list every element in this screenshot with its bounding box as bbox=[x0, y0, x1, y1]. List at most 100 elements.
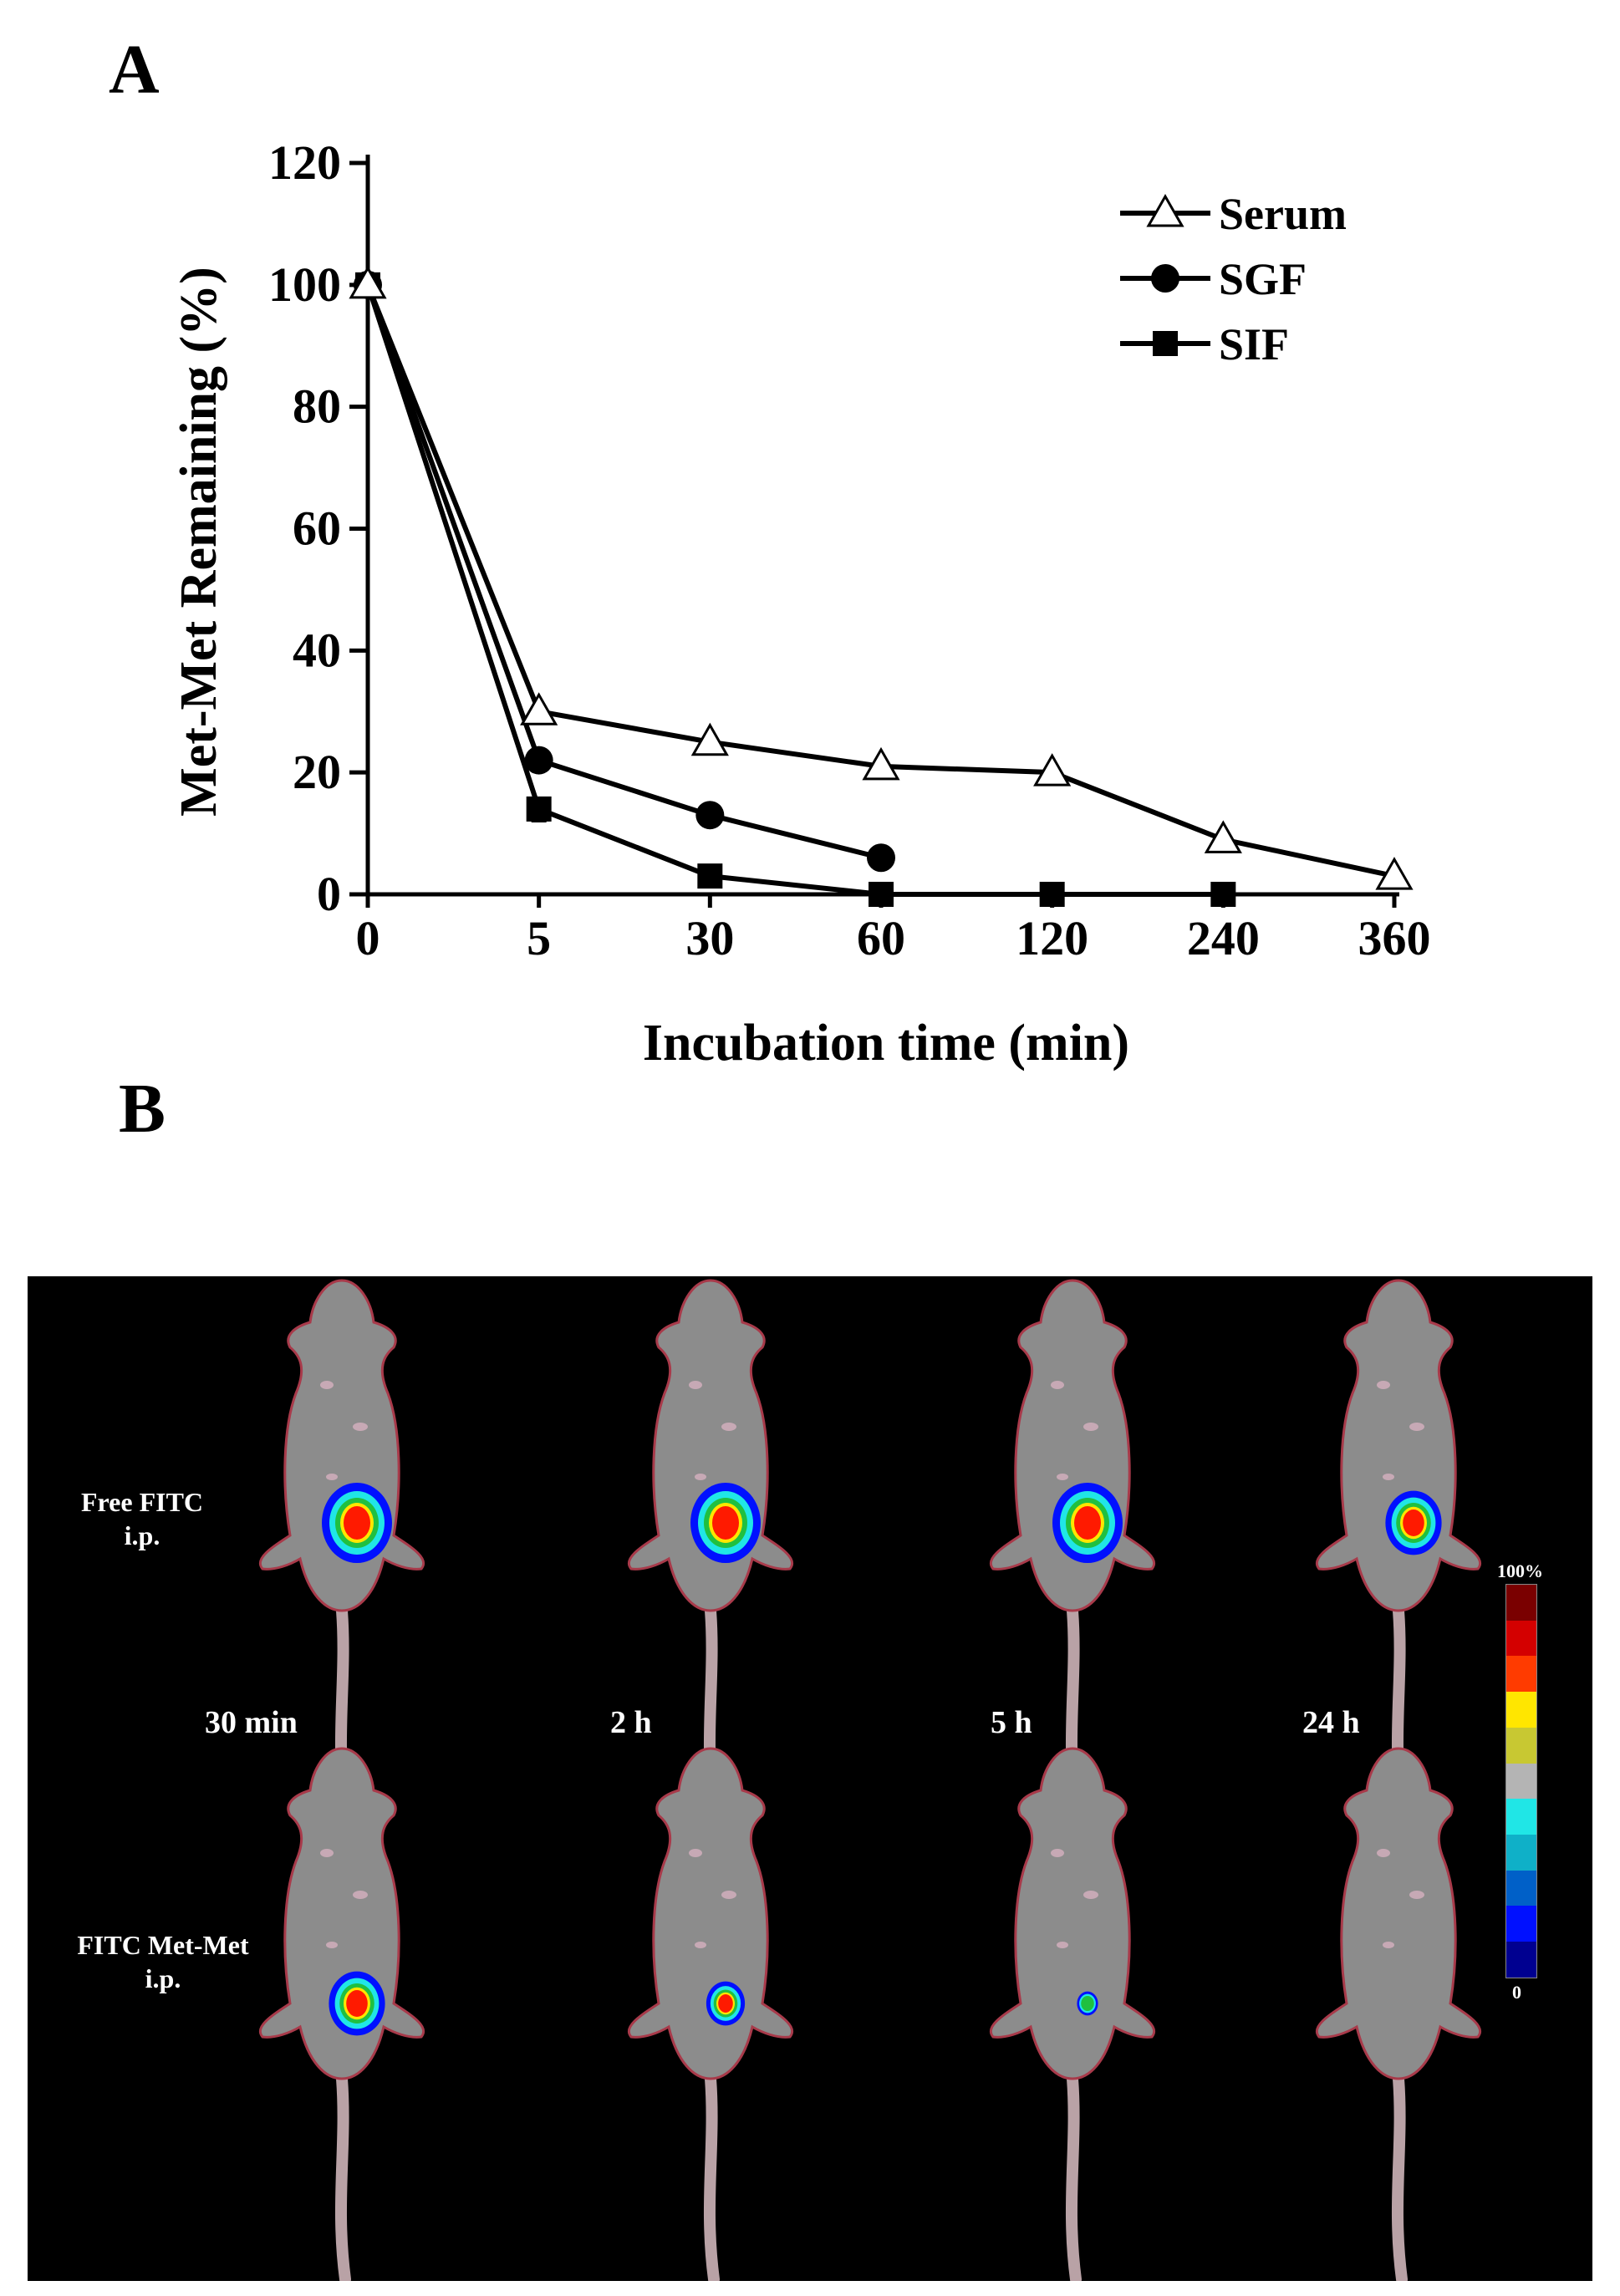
signal-green bbox=[1081, 1996, 1094, 2011]
row-label-free-fitc-line1: Free FITC bbox=[80, 1487, 204, 1517]
mouse-spot bbox=[1377, 1849, 1390, 1857]
time-label-24h: 24 h bbox=[1302, 1705, 1360, 1740]
colorbar-segment bbox=[1506, 1727, 1536, 1764]
point-sif bbox=[1039, 882, 1065, 907]
mouse-spot bbox=[695, 1474, 706, 1480]
time-label-2h: 2 h bbox=[610, 1705, 652, 1740]
y-tick-label: 40 bbox=[293, 623, 341, 677]
mouse-body bbox=[989, 1279, 1156, 1612]
mice-images bbox=[258, 1279, 1482, 2281]
mouse-1-4 bbox=[1315, 1279, 1482, 1817]
legend-label-serum: Serum bbox=[1219, 189, 1347, 239]
y-tick-label: 100 bbox=[268, 257, 341, 312]
legend-label-sif: SIF bbox=[1219, 319, 1289, 369]
mouse-spot bbox=[1057, 1474, 1068, 1480]
y-tick-label: 80 bbox=[293, 379, 341, 434]
y-axis-title: Met-Met Remaining (%) bbox=[171, 267, 227, 817]
mouse-2-3 bbox=[989, 1747, 1156, 2281]
signal-red bbox=[344, 1506, 370, 1540]
signal-red bbox=[718, 1994, 733, 2013]
fluorescence-imaging-panel: Free FITC i.p. FITC Met-Met i.p. 30 min … bbox=[28, 1276, 1592, 2281]
legend-marker-sif bbox=[1153, 331, 1178, 356]
x-tick-label: 120 bbox=[1016, 911, 1088, 965]
mouse-spot bbox=[353, 1891, 368, 1899]
point-serum bbox=[1033, 753, 1072, 787]
y-tick-label: 0 bbox=[317, 867, 341, 921]
mouse-spot bbox=[1083, 1891, 1098, 1899]
mouse-1-2 bbox=[627, 1279, 794, 1817]
point-sif bbox=[1210, 882, 1236, 907]
series-layer bbox=[349, 265, 1414, 907]
axes: 0 20 40 60 80 100 120 0 5 30 60 120 240 360 bbox=[268, 135, 1431, 965]
time-label-30min: 30 min bbox=[205, 1705, 298, 1740]
colorbar-segment bbox=[1506, 1620, 1536, 1657]
row-label-fitc-metmet: FITC Met-Met i.p. bbox=[63, 1928, 263, 1995]
series-sif bbox=[355, 272, 1236, 907]
row-label-free-fitc-line2: i.p. bbox=[124, 1520, 160, 1550]
mouse-spot bbox=[1383, 1942, 1394, 1948]
mouse-2-2 bbox=[627, 1747, 794, 2281]
mouse-body bbox=[627, 1279, 794, 1612]
point-sgf bbox=[867, 843, 895, 873]
x-tick-label: 0 bbox=[356, 911, 380, 965]
mouse-spot bbox=[326, 1942, 338, 1948]
mouse-spot bbox=[320, 1849, 334, 1857]
mouse-2-1 bbox=[258, 1747, 425, 2281]
colorbar-segment bbox=[1506, 1656, 1536, 1693]
mouse-spot bbox=[721, 1891, 736, 1899]
colorbar-segment bbox=[1506, 1942, 1536, 1978]
mouse-spot bbox=[320, 1381, 334, 1389]
colorbar-segment bbox=[1506, 1835, 1536, 1871]
mouse-spot bbox=[1409, 1423, 1424, 1431]
point-serum bbox=[1204, 820, 1242, 853]
scale-min-label: 0 bbox=[1512, 1982, 1521, 2003]
scale-max-label: 100% bbox=[1497, 1560, 1543, 1581]
legend-label-sgf: SGF bbox=[1219, 254, 1307, 304]
point-sgf bbox=[695, 801, 725, 830]
mouse-tail bbox=[1391, 2073, 1408, 2281]
point-sif bbox=[697, 863, 723, 889]
mouse-tail bbox=[1065, 2073, 1082, 2281]
point-sif bbox=[526, 796, 552, 822]
panel-label-b: B bbox=[119, 1070, 166, 1148]
row-label-free-fitc: Free FITC i.p. bbox=[63, 1485, 222, 1552]
signal-red bbox=[346, 1990, 368, 2017]
mouse-body bbox=[1315, 1747, 1482, 2080]
mouse-body bbox=[989, 1747, 1156, 2080]
row-label-fitc-metmet-line1: FITC Met-Met bbox=[77, 1930, 249, 1960]
mouse-1-1 bbox=[258, 1279, 425, 1817]
mouse-tail bbox=[703, 2073, 720, 2281]
series-sgf bbox=[354, 270, 895, 873]
mouse-body bbox=[1315, 1279, 1482, 1612]
x-axis-title: Incubation time (min) bbox=[643, 1015, 1129, 1072]
signal-red bbox=[712, 1506, 739, 1540]
x-tick-label: 360 bbox=[1358, 911, 1431, 965]
x-tick-label: 5 bbox=[527, 911, 551, 965]
y-tick-label: 120 bbox=[268, 135, 341, 190]
mouse-spot bbox=[1083, 1423, 1098, 1431]
colorbar-segment bbox=[1506, 1906, 1536, 1942]
panel-label-a: A bbox=[109, 31, 160, 109]
mouse-spot bbox=[353, 1423, 368, 1431]
mouse-spot bbox=[1051, 1381, 1064, 1389]
colorbar bbox=[1505, 1584, 1537, 1978]
mouse-spot bbox=[326, 1474, 338, 1480]
colorbar-segment bbox=[1506, 1763, 1536, 1800]
mouse-body bbox=[627, 1747, 794, 2080]
colorbar-segment bbox=[1506, 1870, 1536, 1907]
mouse-body bbox=[258, 1279, 425, 1612]
point-serum bbox=[349, 265, 387, 299]
mouse-spot bbox=[1051, 1849, 1064, 1857]
mouse-spot bbox=[721, 1423, 736, 1431]
signal-red bbox=[1403, 1509, 1424, 1536]
row-label-fitc-metmet-line2: i.p. bbox=[145, 1963, 181, 1993]
colorbar-segment bbox=[1506, 1585, 1536, 1621]
x-tick-label: 240 bbox=[1187, 911, 1260, 965]
mouse-spot bbox=[1377, 1381, 1390, 1389]
series-line-sgf bbox=[365, 283, 882, 861]
mouse-spot bbox=[689, 1849, 702, 1857]
colorbar-segment bbox=[1506, 1692, 1536, 1728]
x-tick-label: 30 bbox=[685, 911, 734, 965]
mouse-spot bbox=[1057, 1942, 1068, 1948]
mouse-1-3 bbox=[989, 1279, 1156, 1817]
